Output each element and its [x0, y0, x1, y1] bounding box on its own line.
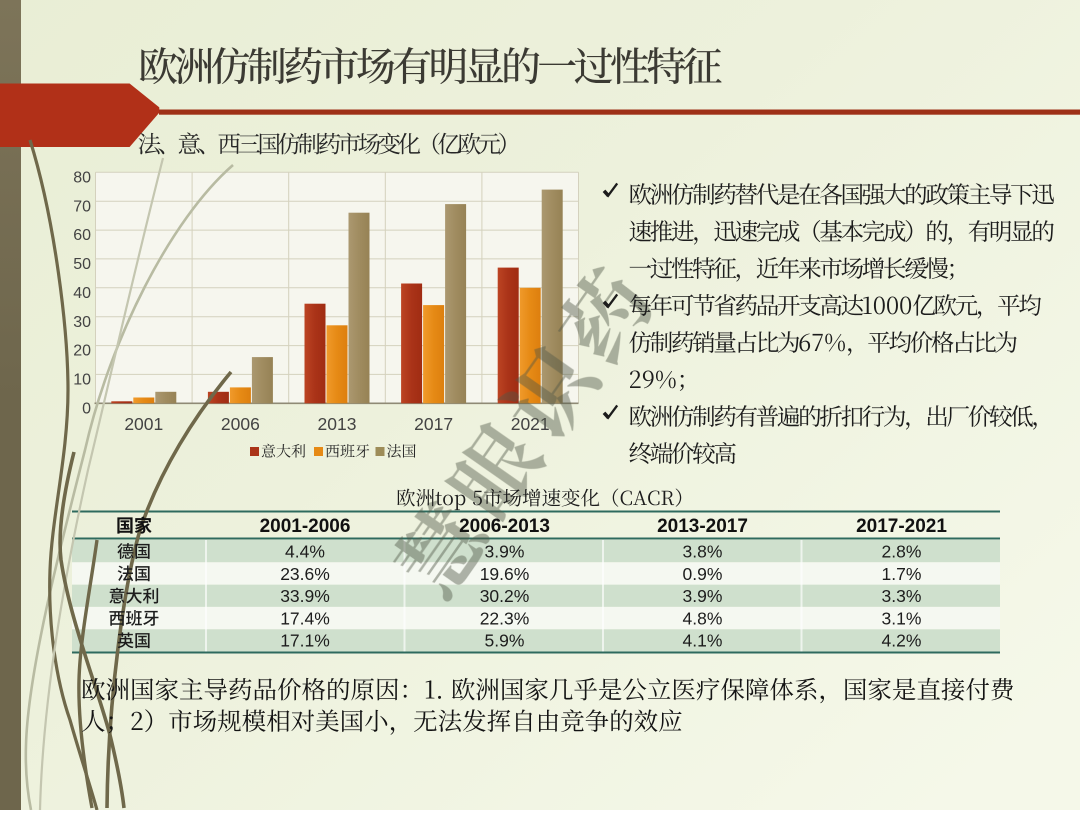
- svg-text:2013-2017: 2013-2017: [657, 516, 748, 537]
- svg-text:1.7%: 1.7%: [882, 564, 922, 584]
- svg-text:4.4%: 4.4%: [285, 542, 325, 562]
- svg-text:2001-2006: 2001-2006: [260, 516, 351, 537]
- svg-text:40: 40: [73, 285, 91, 302]
- svg-text:4.2%: 4.2%: [882, 631, 922, 651]
- svg-text:20: 20: [73, 343, 91, 360]
- svg-text:2013: 2013: [318, 414, 357, 434]
- svg-text:2006-2013: 2006-2013: [459, 516, 550, 537]
- svg-text:0.9%: 0.9%: [683, 564, 723, 584]
- svg-text:2017-2021: 2017-2021: [856, 516, 947, 537]
- svg-text:5.9%: 5.9%: [485, 631, 525, 651]
- svg-text:17.4%: 17.4%: [280, 608, 330, 628]
- svg-text:30.2%: 30.2%: [480, 586, 530, 606]
- svg-text:17.1%: 17.1%: [280, 631, 330, 651]
- svg-text:4.1%: 4.1%: [683, 631, 723, 651]
- svg-text:2001: 2001: [124, 414, 163, 434]
- svg-text:80: 80: [73, 169, 91, 186]
- svg-text:23.6%: 23.6%: [280, 564, 330, 584]
- svg-text:30: 30: [73, 314, 91, 331]
- svg-text:4.8%: 4.8%: [683, 608, 723, 628]
- svg-text:3.9%: 3.9%: [485, 542, 525, 562]
- svg-text:50: 50: [73, 256, 91, 273]
- svg-text:3.8%: 3.8%: [683, 542, 723, 562]
- svg-text:2.8%: 2.8%: [882, 542, 922, 562]
- svg-text:22.3%: 22.3%: [480, 608, 530, 628]
- svg-text:10: 10: [73, 372, 91, 389]
- svg-text:60: 60: [73, 227, 91, 244]
- svg-text:3.1%: 3.1%: [882, 608, 922, 628]
- svg-text:70: 70: [73, 198, 91, 215]
- svg-text:2017: 2017: [414, 414, 453, 434]
- svg-text:3.9%: 3.9%: [683, 586, 723, 606]
- svg-text:3.3%: 3.3%: [882, 586, 922, 606]
- svg-text:2006: 2006: [221, 414, 260, 434]
- svg-text:0: 0: [82, 400, 91, 417]
- svg-text:33.9%: 33.9%: [280, 586, 330, 606]
- svg-text:19.6%: 19.6%: [480, 564, 530, 584]
